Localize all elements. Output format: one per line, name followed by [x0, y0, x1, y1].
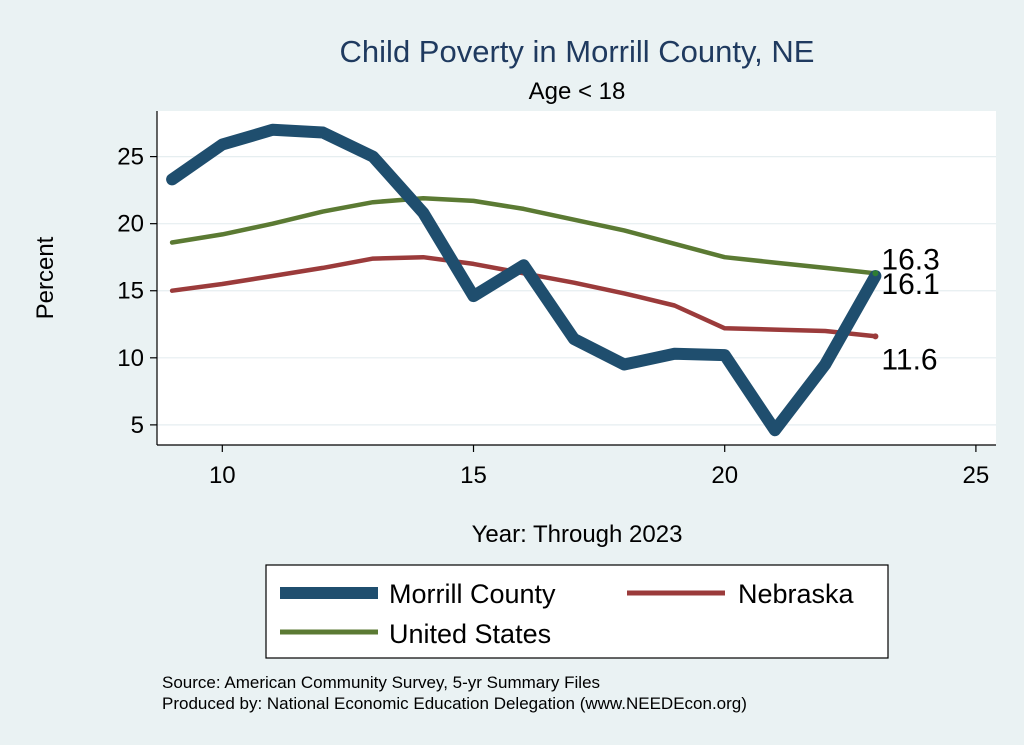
y-tick-label: 10	[117, 345, 144, 372]
end-label-morrill-county: 16.1	[881, 268, 939, 301]
x-tick-label: 15	[460, 462, 487, 489]
x-tick-label: 25	[963, 462, 990, 489]
plot-area	[157, 111, 996, 445]
x-tick-label: 10	[209, 462, 236, 489]
y-tick-label: 25	[117, 144, 144, 171]
legend: Morrill County Nebraska United States	[265, 564, 889, 659]
legend-label-morrill-county: Morrill County	[389, 579, 556, 609]
end-marker-united-states	[872, 270, 879, 277]
x-tick-label: 20	[711, 462, 738, 489]
end-marker-nebraska	[872, 333, 879, 340]
end-label-nebraska: 11.6	[881, 343, 937, 376]
y-tick-label: 5	[131, 412, 144, 439]
y-tick-label: 20	[117, 211, 144, 238]
grid	[157, 156, 996, 426]
legend-label-nebraska: Nebraska	[738, 579, 855, 609]
chart-subtitle: Age < 18	[529, 78, 626, 105]
end-labels: 16.1 11.6 16.3	[872, 243, 940, 376]
source-note: Source: American Community Survey, 5-yr …	[162, 673, 600, 692]
series-line-morrill-county	[166, 123, 882, 437]
legend-label-united-states: United States	[389, 619, 551, 649]
series-line-united-states	[169, 195, 878, 276]
y-tick-label: 15	[117, 278, 144, 305]
end-label-united-states: 16.3	[881, 243, 939, 276]
chart-title: Child Poverty in Morrill County, NE	[340, 34, 815, 69]
x-axis-title: Year: Through 2023	[472, 521, 683, 548]
producer-note: Produced by: National Economic Education…	[162, 694, 747, 713]
axes: 5 10 15 20 25 10 15 20 25	[117, 111, 996, 489]
legend-box	[265, 564, 889, 659]
y-axis-title: Percent	[32, 236, 59, 319]
series-lines	[166, 123, 882, 437]
